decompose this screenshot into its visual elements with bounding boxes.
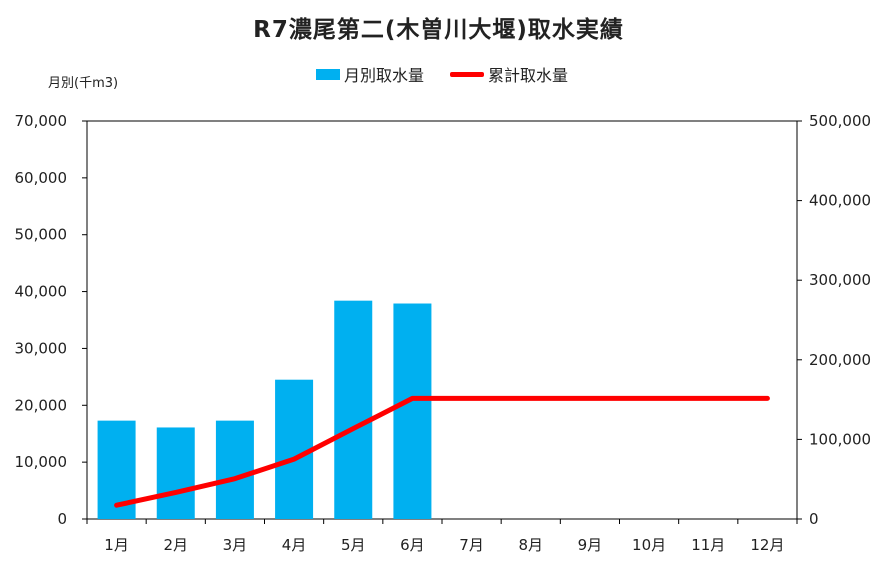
bar-monthly (393, 303, 432, 519)
x-tick-label: 3月 (223, 536, 248, 554)
x-tick-label: 1月 (104, 536, 129, 554)
x-tick-label: 9月 (578, 536, 603, 554)
x-tick-label: 6月 (400, 536, 425, 554)
x-tick-label: 4月 (282, 536, 307, 554)
y-tick-label-right: 0 (809, 510, 819, 528)
legend-label-cumulative: 累計取水量 (488, 66, 569, 85)
y-tick-label-right: 500,000 (809, 112, 871, 130)
legend-item-monthly: 月別取水量 (316, 62, 424, 86)
y-tick-label-right: 300,000 (809, 271, 871, 289)
bar-monthly (156, 427, 195, 519)
y-tick-label-left: 50,000 (15, 226, 68, 244)
y-tick-label-right: 200,000 (809, 351, 871, 369)
y-tick-label-left: 10,000 (15, 453, 68, 471)
x-tick-label: 7月 (459, 536, 484, 554)
y-tick-label-right: 400,000 (809, 192, 871, 210)
x-tick-label: 2月 (163, 536, 188, 554)
y-tick-label-left: 30,000 (15, 339, 68, 357)
chart-title: R7濃尾第二(木曽川大堰)取水実績 (253, 17, 624, 43)
y-tick-label-left: 40,000 (15, 283, 68, 301)
y-tick-label-left: 20,000 (15, 396, 68, 414)
bar-monthly (334, 300, 373, 519)
chart-legend: 月別取水量 累計取水量 (316, 62, 594, 86)
x-tick-label: 8月 (518, 536, 543, 554)
legend-bar-swatch (316, 68, 340, 80)
y-tick-label-left: 60,000 (15, 169, 68, 187)
y-tick-label-right: 100,000 (809, 430, 871, 448)
y-tick-label-left: 0 (57, 510, 67, 528)
y-axis-unit-label: 月別(千m3) (48, 76, 119, 91)
legend-item-cumulative: 累計取水量 (450, 62, 568, 86)
x-tick-label: 5月 (341, 536, 366, 554)
x-tick-label: 12月 (750, 536, 784, 554)
y-tick-label-left: 70,000 (15, 112, 68, 130)
line-cumulative (114, 395, 770, 508)
legend-line-swatch (450, 71, 485, 77)
x-tick-label: 11月 (691, 536, 725, 554)
bar-monthly (215, 420, 254, 519)
bar-monthly (275, 379, 314, 519)
legend-label-monthly: 月別取水量 (344, 66, 425, 85)
x-tick-label: 10月 (632, 536, 666, 554)
